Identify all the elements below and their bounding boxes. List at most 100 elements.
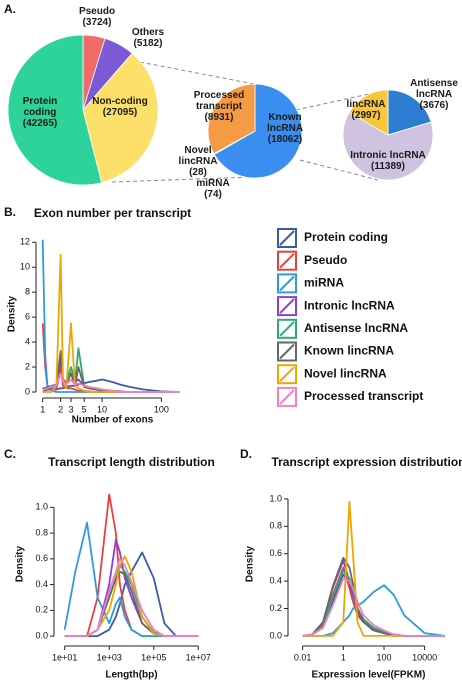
legend-swatch: [277, 318, 297, 339]
y-tick-label: 0.8: [35, 527, 48, 537]
y-axis-label: Density: [15, 546, 26, 583]
slice-value: (42265): [22, 118, 58, 129]
legend-label: Antisense lncRNA: [304, 321, 408, 335]
x-tick-label: 100: [376, 652, 391, 662]
x-tick-label: 0.01: [294, 652, 312, 662]
chart-title: Transcript expression distribution: [271, 455, 462, 469]
legend-label: miRNA: [304, 276, 344, 290]
x-tick-label: 1e+03: [97, 652, 122, 662]
slice-name: Non-coding: [92, 96, 148, 107]
x-tick-label: 10000: [412, 652, 437, 662]
line-series: [63, 521, 199, 637]
pie-slice: [348, 89, 389, 136]
legend-swatch: [277, 341, 297, 362]
legend-swatch: [277, 296, 297, 317]
slice-name: Pseudo: [78, 6, 116, 17]
x-tick-label: 3: [69, 404, 74, 414]
slice-value: (5182): [133, 38, 163, 49]
legend-swatch-line: [279, 389, 295, 405]
legend-swatch: [277, 228, 297, 248]
pie-slice: [213, 83, 303, 179]
y-axis-label: Density: [7, 296, 18, 333]
slice-value: (18062): [267, 134, 303, 145]
legend-label: Processed transcript: [304, 389, 423, 403]
y-tick-label: 1.0: [269, 493, 282, 503]
x-tick-label: 1e+01: [52, 652, 77, 662]
line-series: [42, 372, 180, 393]
x-tick-label: 100: [154, 404, 169, 414]
line-series: [64, 551, 199, 637]
legend-swatch-line: [279, 230, 295, 246]
panel-label: A.: [4, 2, 16, 16]
x-axis-label: Number of exons: [72, 415, 154, 426]
slice-label: Antisense lncRNA (3676): [404, 78, 462, 111]
slice-label: lincRNA (2997): [344, 99, 389, 121]
x-tick-label: 1e+07: [186, 652, 211, 662]
slice-label: Pseudo (3724): [67, 6, 127, 28]
slice-label: Processed transcript (8931): [187, 90, 252, 123]
legend-label: Intronic lncRNA: [304, 298, 395, 312]
slice-value: (28): [189, 167, 207, 178]
slice-name: Others: [131, 27, 165, 38]
y-tick-label: 2: [25, 361, 30, 371]
y-tick-label: 0.0: [269, 630, 282, 640]
slice-value: (3724): [82, 17, 112, 28]
legend-swatch: [277, 364, 297, 385]
connector: [139, 61, 255, 85]
y-tick-label: 1.0: [35, 502, 48, 512]
y-tick-label: 0.4: [35, 579, 48, 589]
connectors: [111, 61, 379, 183]
slice-value: (11389): [371, 161, 405, 172]
y-tick-label: 4: [25, 336, 30, 346]
y-tick-label: 0.2: [269, 603, 282, 613]
slice-label: Non-coding (27095): [85, 96, 155, 118]
x-tick-label: 2: [58, 404, 63, 414]
chart-title: Exon number per transcript: [34, 206, 191, 220]
connector: [111, 176, 255, 183]
pie-slice: [7, 34, 103, 186]
panel-label: C.: [4, 447, 16, 461]
legend-label: Protein coding: [304, 230, 388, 244]
line-series: [64, 557, 199, 637]
pie-slice: [82, 52, 159, 184]
slice-name: Protein coding: [22, 96, 58, 118]
slice-value: (8931): [204, 112, 234, 123]
x-axis-label: Length(bp): [105, 670, 157, 681]
x-tick-label: 1e+05: [141, 652, 166, 662]
slice-name: Intronic lncRNA: [350, 150, 426, 161]
slice-value: (74): [204, 189, 222, 200]
legend-swatch: [277, 250, 297, 271]
chart-title: Transcript length distribution: [48, 455, 215, 469]
y-tick-label: 0.2: [35, 605, 48, 615]
legend-swatch-line: [279, 252, 295, 269]
slice-name: Processed transcript: [193, 90, 245, 112]
legend-label: Novel lincRNA: [304, 366, 387, 380]
x-tick-label: 10: [97, 404, 107, 414]
y-tick-label: 0.4: [269, 575, 282, 585]
slice-value: (2997): [351, 110, 381, 121]
slice-name: miRNA: [196, 178, 230, 189]
y-tick-label: 10: [20, 262, 30, 272]
line-series: [64, 564, 199, 637]
panel-label: D.: [240, 447, 252, 461]
line-series: [64, 538, 199, 637]
slice-name: Novel lincRNA: [178, 145, 218, 167]
pie-slice: [387, 89, 432, 136]
slice-label: Known lncRNA (18062): [260, 112, 310, 145]
slice-label: Protein coding (42265): [10, 96, 70, 129]
legend-swatch-line: [279, 298, 295, 314]
slice-name: Known lncRNA: [266, 112, 304, 134]
legend-swatch: [277, 273, 297, 294]
y-tick-label: 0.8: [269, 521, 282, 531]
slice-label: Others (5182): [123, 27, 173, 49]
pie-slice: [342, 111, 434, 181]
slice-name: Antisense lncRNA: [410, 78, 458, 100]
slice-label: Intronic lncRNA (11389): [348, 150, 428, 172]
panel-label: B.: [4, 205, 16, 219]
slice-label: miRNA (74): [193, 178, 233, 200]
slice-value: (3676): [419, 100, 449, 111]
legend-label: Pseudo: [304, 253, 347, 267]
y-tick-label: 0.0: [35, 631, 48, 641]
legend-swatch-line: [279, 275, 295, 292]
